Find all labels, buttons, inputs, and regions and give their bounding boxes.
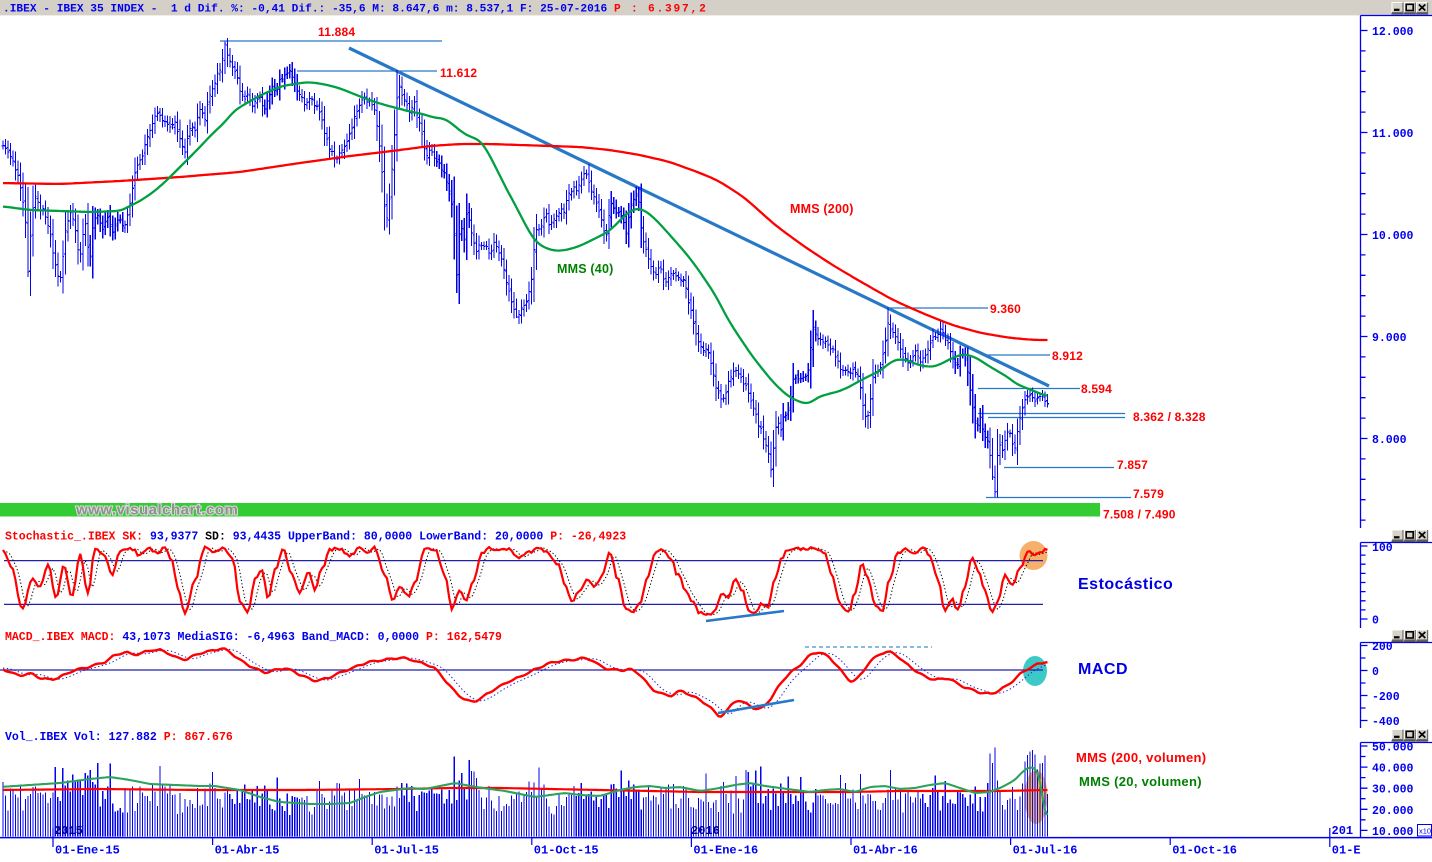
svg-text:40.000: 40.000 — [1372, 763, 1414, 776]
svg-text:8.912: 8.912 — [1052, 349, 1083, 363]
svg-text:-400: -400 — [1372, 716, 1400, 729]
svg-text:100: 100 — [1372, 542, 1393, 555]
svg-text:11.612: 11.612 — [440, 66, 477, 80]
svg-text:12.000: 12.000 — [1372, 26, 1414, 39]
svg-text:-200: -200 — [1372, 691, 1400, 704]
svg-text:200: 200 — [1372, 641, 1393, 654]
svg-text:MACD_.IBEX MACD: 43,1073 Media: MACD_.IBEX MACD: 43,1073 MediaSIG: -6,49… — [5, 631, 502, 644]
svg-text:20.000: 20.000 — [1372, 805, 1414, 818]
svg-text:01-Ene-15: 01-Ene-15 — [55, 844, 120, 858]
svg-text:01-E: 01-E — [1332, 844, 1361, 858]
svg-text:01-Oct-16: 01-Oct-16 — [1172, 844, 1237, 858]
svg-text:01-Jul-16: 01-Jul-16 — [1013, 844, 1078, 858]
svg-text:2015: 2015 — [54, 824, 83, 838]
svg-text:11.000: 11.000 — [1372, 128, 1414, 141]
svg-text:30.000: 30.000 — [1372, 784, 1414, 797]
svg-text:x10: x10 — [1419, 827, 1431, 836]
svg-text:7.857: 7.857 — [1117, 458, 1148, 472]
svg-text:11.884: 11.884 — [318, 25, 355, 39]
svg-text:8.594: 8.594 — [1081, 382, 1112, 396]
svg-text:8.362 / 8.328: 8.362 / 8.328 — [1133, 410, 1206, 424]
svg-text:10.000: 10.000 — [1372, 826, 1414, 839]
svg-text:01-Oct-15: 01-Oct-15 — [534, 844, 599, 858]
svg-text:MACD: MACD — [1078, 661, 1128, 678]
svg-text:MMS (200, volumen): MMS (200, volumen) — [1076, 750, 1206, 765]
svg-text:10.000: 10.000 — [1372, 230, 1414, 243]
svg-text:MMS (200): MMS (200) — [790, 202, 854, 216]
svg-text:MMS (40): MMS (40) — [557, 262, 613, 276]
svg-text:7.508 / 7.490: 7.508 / 7.490 — [1103, 508, 1176, 522]
svg-text:01-Jul-15: 01-Jul-15 — [374, 844, 439, 858]
svg-text:9.000: 9.000 — [1372, 332, 1407, 345]
svg-text:Vol_.IBEX Vol: 127.882 P: 867.: Vol_.IBEX Vol: 127.882 P: 867.676 — [5, 731, 233, 744]
svg-text:www.visualchart.com: www.visualchart.com — [75, 502, 238, 519]
svg-text:7.579: 7.579 — [1133, 487, 1164, 501]
svg-text:9.360: 9.360 — [990, 302, 1021, 316]
svg-text:2016: 2016 — [691, 824, 720, 838]
svg-text:.IBEX - IBEX 35 INDEX - 1 d D: .IBEX - IBEX 35 INDEX - 1 d Dif. %: -0,4… — [3, 4, 708, 16]
svg-text:50.000: 50.000 — [1372, 742, 1414, 755]
svg-text:Stochastic_.IBEX SK: 93,9377 S: Stochastic_.IBEX SK: 93,9377 SD: 93,4435… — [5, 531, 626, 544]
svg-text:201: 201 — [1332, 824, 1354, 838]
svg-text:01-Ene-16: 01-Ene-16 — [693, 844, 758, 858]
svg-text:8.000: 8.000 — [1372, 434, 1407, 447]
svg-text:Estocástico: Estocástico — [1078, 576, 1173, 593]
svg-text:0: 0 — [1372, 615, 1379, 628]
svg-text:MMS (20, volumen): MMS (20, volumen) — [1079, 774, 1202, 789]
svg-text:0: 0 — [1372, 666, 1379, 679]
svg-text:01-Abr-16: 01-Abr-16 — [853, 844, 918, 858]
svg-text:01-Abr-15: 01-Abr-15 — [215, 844, 280, 858]
